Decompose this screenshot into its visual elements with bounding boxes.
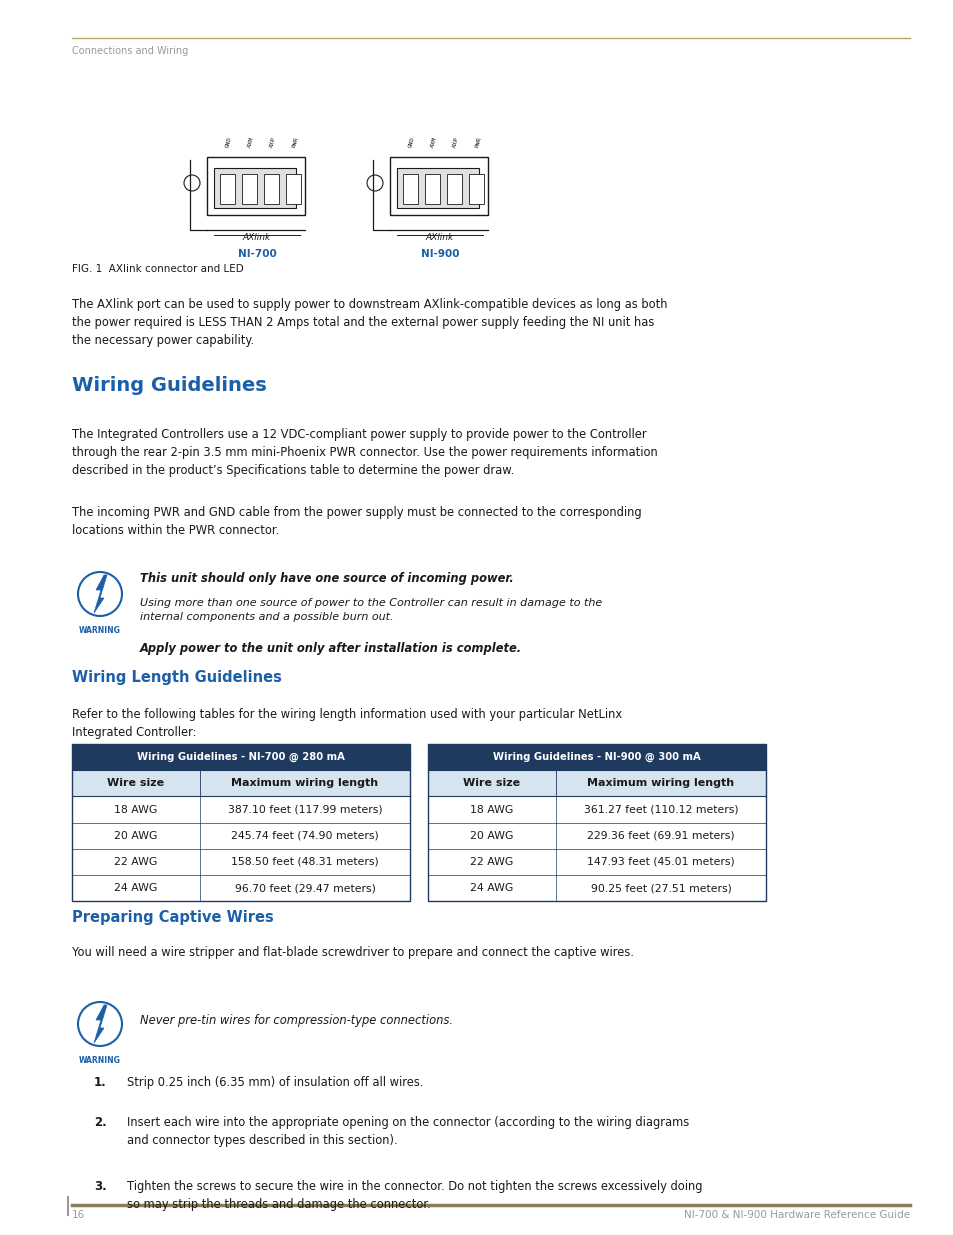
Text: NI-700 & NI-900 Hardware Reference Guide: NI-700 & NI-900 Hardware Reference Guide [683,1210,909,1220]
Text: Insert each wire into the appropriate opening on the connector (according to the: Insert each wire into the appropriate op… [127,1116,688,1147]
Polygon shape [94,576,107,613]
Bar [220,174,234,204]
Text: NI-900: NI-900 [420,249,458,259]
Circle shape [78,572,122,616]
Bar [242,174,256,204]
Bar [71,743,410,902]
Text: AXM: AXM [247,136,254,148]
Bar [71,771,410,797]
Text: 90.25 feet (27.51 meters): 90.25 feet (27.51 meters) [590,883,731,893]
Circle shape [367,175,382,191]
Bar [71,797,410,823]
Circle shape [78,1002,122,1046]
Text: 3.: 3. [94,1179,107,1193]
Text: 147.93 feet (45.01 meters): 147.93 feet (45.01 meters) [586,857,734,867]
Bar [396,168,478,207]
Text: Wiring Guidelines - NI-900 @ 300 mA: Wiring Guidelines - NI-900 @ 300 mA [493,752,700,762]
Text: Never pre-tin wires for compression-type connections.: Never pre-tin wires for compression-type… [140,1014,453,1028]
Text: 361.27 feet (110.12 meters): 361.27 feet (110.12 meters) [583,804,738,815]
Text: 96.70 feet (29.47 meters): 96.70 feet (29.47 meters) [234,883,375,893]
Bar [428,848,765,876]
Text: 20 AWG: 20 AWG [114,831,157,841]
Text: WARNING: WARNING [79,1056,121,1065]
Text: The Integrated Controllers use a 12 VDC-compliant power supply to provide power : The Integrated Controllers use a 12 VDC-… [71,429,657,477]
Text: Maximum wiring length: Maximum wiring length [587,778,734,788]
Text: Wiring Guidelines: Wiring Guidelines [71,375,267,395]
Circle shape [184,175,200,191]
Text: FIG. 1  AXlink connector and LED: FIG. 1 AXlink connector and LED [71,264,244,274]
Text: Connections and Wiring: Connections and Wiring [71,46,188,56]
Bar [428,797,765,823]
Bar [428,743,765,771]
Bar [424,174,439,204]
Text: NI-700: NI-700 [237,249,276,259]
Text: 158.50 feet (48.31 meters): 158.50 feet (48.31 meters) [231,857,378,867]
Bar [264,174,278,204]
Bar [286,174,301,204]
Text: 229.36 feet (69.91 meters): 229.36 feet (69.91 meters) [587,831,734,841]
Text: Maximum wiring length: Maximum wiring length [232,778,378,788]
Text: GND: GND [225,136,233,148]
Bar [390,157,488,215]
Text: 22 AWG: 22 AWG [470,857,513,867]
Bar [71,743,410,771]
Text: GND: GND [408,136,416,148]
Text: AXP: AXP [269,136,276,148]
Text: Wire size: Wire size [108,778,164,788]
Bar [213,168,295,207]
Text: 24 AWG: 24 AWG [470,883,513,893]
Text: AXlink: AXlink [243,233,271,242]
Text: Wiring Length Guidelines: Wiring Length Guidelines [71,671,281,685]
Text: PWR: PWR [474,136,481,148]
Text: 1.: 1. [94,1076,107,1089]
Bar [71,823,410,848]
Text: 20 AWG: 20 AWG [470,831,513,841]
Bar [71,876,410,902]
Bar [71,848,410,876]
Text: Tighten the screws to secure the wire in the connector. Do not tighten the screw: Tighten the screws to secure the wire in… [127,1179,701,1212]
Bar [207,157,305,215]
Text: AXP: AXP [452,136,459,148]
Polygon shape [94,1005,107,1044]
Text: 245.74 feet (74.90 meters): 245.74 feet (74.90 meters) [231,831,378,841]
Text: Using more than one source of power to the Controller can result in damage to th: Using more than one source of power to t… [140,598,601,621]
Text: 2.: 2. [94,1116,107,1129]
Text: 18 AWG: 18 AWG [114,804,157,815]
Text: The AXlink port can be used to supply power to downstream AXlink-compatible devi: The AXlink port can be used to supply po… [71,298,667,347]
Text: 24 AWG: 24 AWG [114,883,157,893]
Text: 22 AWG: 22 AWG [114,857,157,867]
Text: Preparing Captive Wires: Preparing Captive Wires [71,910,274,925]
Text: PWR: PWR [291,136,298,148]
Text: AXlink: AXlink [425,233,454,242]
Text: Apply power to the unit only after installation is complete.: Apply power to the unit only after insta… [140,642,521,655]
Text: WARNING: WARNING [79,626,121,635]
Text: Wire size: Wire size [463,778,520,788]
Text: You will need a wire stripper and flat-blade screwdriver to prepare and connect : You will need a wire stripper and flat-b… [71,946,634,960]
Text: Refer to the following tables for the wiring length information used with your p: Refer to the following tables for the wi… [71,708,621,739]
Bar [402,174,417,204]
Text: 387.10 feet (117.99 meters): 387.10 feet (117.99 meters) [228,804,382,815]
Bar [428,743,765,902]
Bar [428,823,765,848]
Bar [469,174,483,204]
Bar [428,876,765,902]
Text: Wiring Guidelines - NI-700 @ 280 mA: Wiring Guidelines - NI-700 @ 280 mA [137,752,345,762]
Text: The incoming PWR and GND cable from the power supply must be connected to the co: The incoming PWR and GND cable from the … [71,506,641,537]
Text: 16: 16 [71,1210,85,1220]
Text: This unit should only have one source of incoming power.: This unit should only have one source of… [140,572,514,585]
Bar [447,174,461,204]
Text: Strip 0.25 inch (6.35 mm) of insulation off all wires.: Strip 0.25 inch (6.35 mm) of insulation … [127,1076,423,1089]
Text: AXM: AXM [430,136,437,148]
Bar [428,771,765,797]
Text: 18 AWG: 18 AWG [470,804,513,815]
